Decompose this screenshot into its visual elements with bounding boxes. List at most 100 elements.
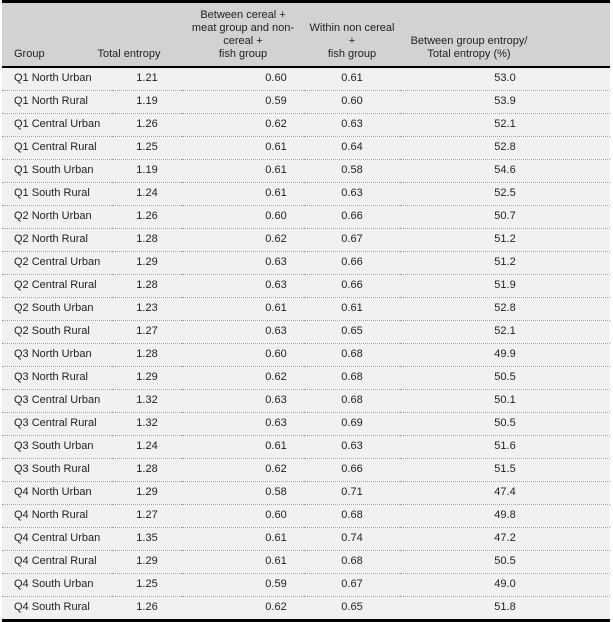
entropy-ratio-cell: 50.5 (400, 412, 610, 436)
table-row: Q1 Central Urban 1.26 0.62 0.63 52.1 (2, 113, 610, 137)
within-group-cell: 0.68 (304, 343, 400, 367)
within-group-cell: 0.69 (304, 412, 400, 436)
between-group-cell: 0.61 (182, 435, 304, 459)
entropy-ratio-cell: 51.6 (400, 435, 610, 459)
group-cell: Q2 South Urban (2, 297, 112, 321)
group-cell: Q3 South Urban (2, 435, 112, 459)
within-group-cell: 0.60 (304, 90, 400, 114)
table-row: Q2 North Urban 1.26 0.60 0.66 50.7 (2, 205, 610, 229)
table-row: Q3 South Rural 1.28 0.62 0.66 51.5 (2, 458, 610, 482)
entropy-ratio-cell: 52.5 (400, 182, 610, 206)
group-cell: Q4 Central Rural (2, 550, 112, 574)
group-cell: Q2 North Urban (2, 205, 112, 229)
table-row: Q2 Central Urban 1.29 0.63 0.66 51.2 (2, 251, 610, 275)
between-group-cell: 0.60 (182, 67, 304, 91)
total-entropy-cell: 1.26 (112, 205, 182, 229)
entropy-ratio-cell: 47.4 (400, 481, 610, 505)
within-group-cell: 0.68 (304, 504, 400, 528)
entropy-ratio-cell: 52.8 (400, 136, 610, 160)
within-group-cell: 0.58 (304, 159, 400, 183)
column-header-within-group-label: Within non cereal + fish group (309, 22, 395, 60)
entropy-ratio-cell: 50.5 (400, 550, 610, 574)
within-group-cell: 0.66 (304, 205, 400, 229)
entropy-ratio-cell: 53.9 (400, 90, 610, 114)
total-entropy-cell: 1.19 (112, 90, 182, 114)
table-row: Q4 North Rural 1.27 0.60 0.68 49.8 (2, 504, 610, 528)
entropy-ratio-cell: 51.2 (400, 228, 610, 252)
between-group-cell: 0.61 (182, 136, 304, 160)
between-group-cell: 0.58 (182, 481, 304, 505)
column-header-total-entropy-label: Total entropy (97, 48, 161, 60)
column-header-group-label: Group (14, 48, 45, 60)
group-cell: Q2 South Rural (2, 320, 112, 344)
between-group-cell: 0.60 (182, 205, 304, 229)
table-row: Q2 North Rural 1.28 0.62 0.67 51.2 (2, 228, 610, 252)
table-row: Q4 Central Urban 1.35 0.61 0.74 47.2 (2, 527, 610, 551)
between-group-cell: 0.59 (182, 90, 304, 114)
entropy-ratio-cell: 54.6 (400, 159, 610, 183)
within-group-cell: 0.68 (304, 389, 400, 413)
within-group-cell: 0.67 (304, 573, 400, 597)
between-group-cell: 0.61 (182, 159, 304, 183)
entropy-ratio-cell: 50.7 (400, 205, 610, 229)
group-cell: Q1 South Rural (2, 182, 112, 206)
total-entropy-cell: 1.29 (112, 251, 182, 275)
group-cell: Q1 Central Urban (2, 113, 112, 137)
total-entropy-cell: 1.25 (112, 136, 182, 160)
within-group-cell: 0.74 (304, 527, 400, 551)
within-group-cell: 0.71 (304, 481, 400, 505)
table-row: Q1 Central Rural 1.25 0.61 0.64 52.8 (2, 136, 610, 160)
between-group-cell: 0.62 (182, 458, 304, 482)
group-cell: Q1 South Urban (2, 159, 112, 183)
between-group-cell: 0.63 (182, 412, 304, 436)
total-entropy-cell: 1.26 (112, 596, 182, 621)
group-cell: Q3 South Rural (2, 458, 112, 482)
within-group-cell: 0.66 (304, 274, 400, 298)
within-group-cell: 0.64 (304, 136, 400, 160)
table-row: Q2 South Rural 1.27 0.63 0.65 52.1 (2, 320, 610, 344)
table-row: Q1 North Rural 1.19 0.59 0.60 53.9 (2, 90, 610, 114)
total-entropy-cell: 1.28 (112, 228, 182, 252)
table-row: Q3 Central Urban 1.32 0.63 0.68 50.1 (2, 389, 610, 413)
group-cell: Q4 South Rural (2, 596, 112, 621)
between-group-cell: 0.62 (182, 228, 304, 252)
entropy-ratio-cell: 49.0 (400, 573, 610, 597)
group-cell: Q4 North Rural (2, 504, 112, 528)
column-header-entropy-ratio-label: Between group entropy/ Total entropy (%) (410, 35, 528, 60)
total-entropy-cell: 1.32 (112, 389, 182, 413)
total-entropy-cell: 1.19 (112, 159, 182, 183)
between-group-cell: 0.61 (182, 297, 304, 321)
within-group-cell: 0.68 (304, 366, 400, 390)
table-row: Q1 South Rural 1.24 0.61 0.63 52.5 (2, 182, 610, 206)
column-header-entropy-ratio: Between group entropy/ Total entropy (%) (400, 1, 610, 68)
within-group-cell: 0.65 (304, 596, 400, 621)
within-group-cell: 0.63 (304, 182, 400, 206)
total-entropy-cell: 1.27 (112, 504, 182, 528)
entropy-ratio-cell: 52.8 (400, 297, 610, 321)
table-row: Q2 Central Rural 1.28 0.63 0.66 51.9 (2, 274, 610, 298)
column-header-between-group-label: Between cereal + meat group and non-cere… (191, 9, 295, 60)
between-group-cell: 0.63 (182, 389, 304, 413)
group-cell: Q2 North Rural (2, 228, 112, 252)
within-group-cell: 0.63 (304, 435, 400, 459)
between-group-cell: 0.60 (182, 504, 304, 528)
entropy-ratio-cell: 47.2 (400, 527, 610, 551)
group-cell: Q4 Central Urban (2, 527, 112, 551)
between-group-cell: 0.59 (182, 573, 304, 597)
between-group-cell: 0.62 (182, 596, 304, 621)
table-row: Q1 South Urban 1.19 0.61 0.58 54.6 (2, 159, 610, 183)
entropy-ratio-cell: 52.1 (400, 113, 610, 137)
total-entropy-cell: 1.25 (112, 573, 182, 597)
entropy-ratio-cell: 50.1 (400, 389, 610, 413)
group-cell: Q3 North Urban (2, 343, 112, 367)
entropy-ratio-cell: 50.5 (400, 366, 610, 390)
between-group-cell: 0.63 (182, 274, 304, 298)
total-entropy-cell: 1.32 (112, 412, 182, 436)
total-entropy-cell: 1.28 (112, 343, 182, 367)
table-body: Q1 North Urban 1.21 0.60 0.61 53.0 Q1 No… (2, 67, 610, 621)
group-cell: Q1 Central Rural (2, 136, 112, 160)
total-entropy-cell: 1.23 (112, 297, 182, 321)
table-row: Q4 Central Rural 1.29 0.61 0.68 50.5 (2, 550, 610, 574)
between-group-cell: 0.62 (182, 366, 304, 390)
